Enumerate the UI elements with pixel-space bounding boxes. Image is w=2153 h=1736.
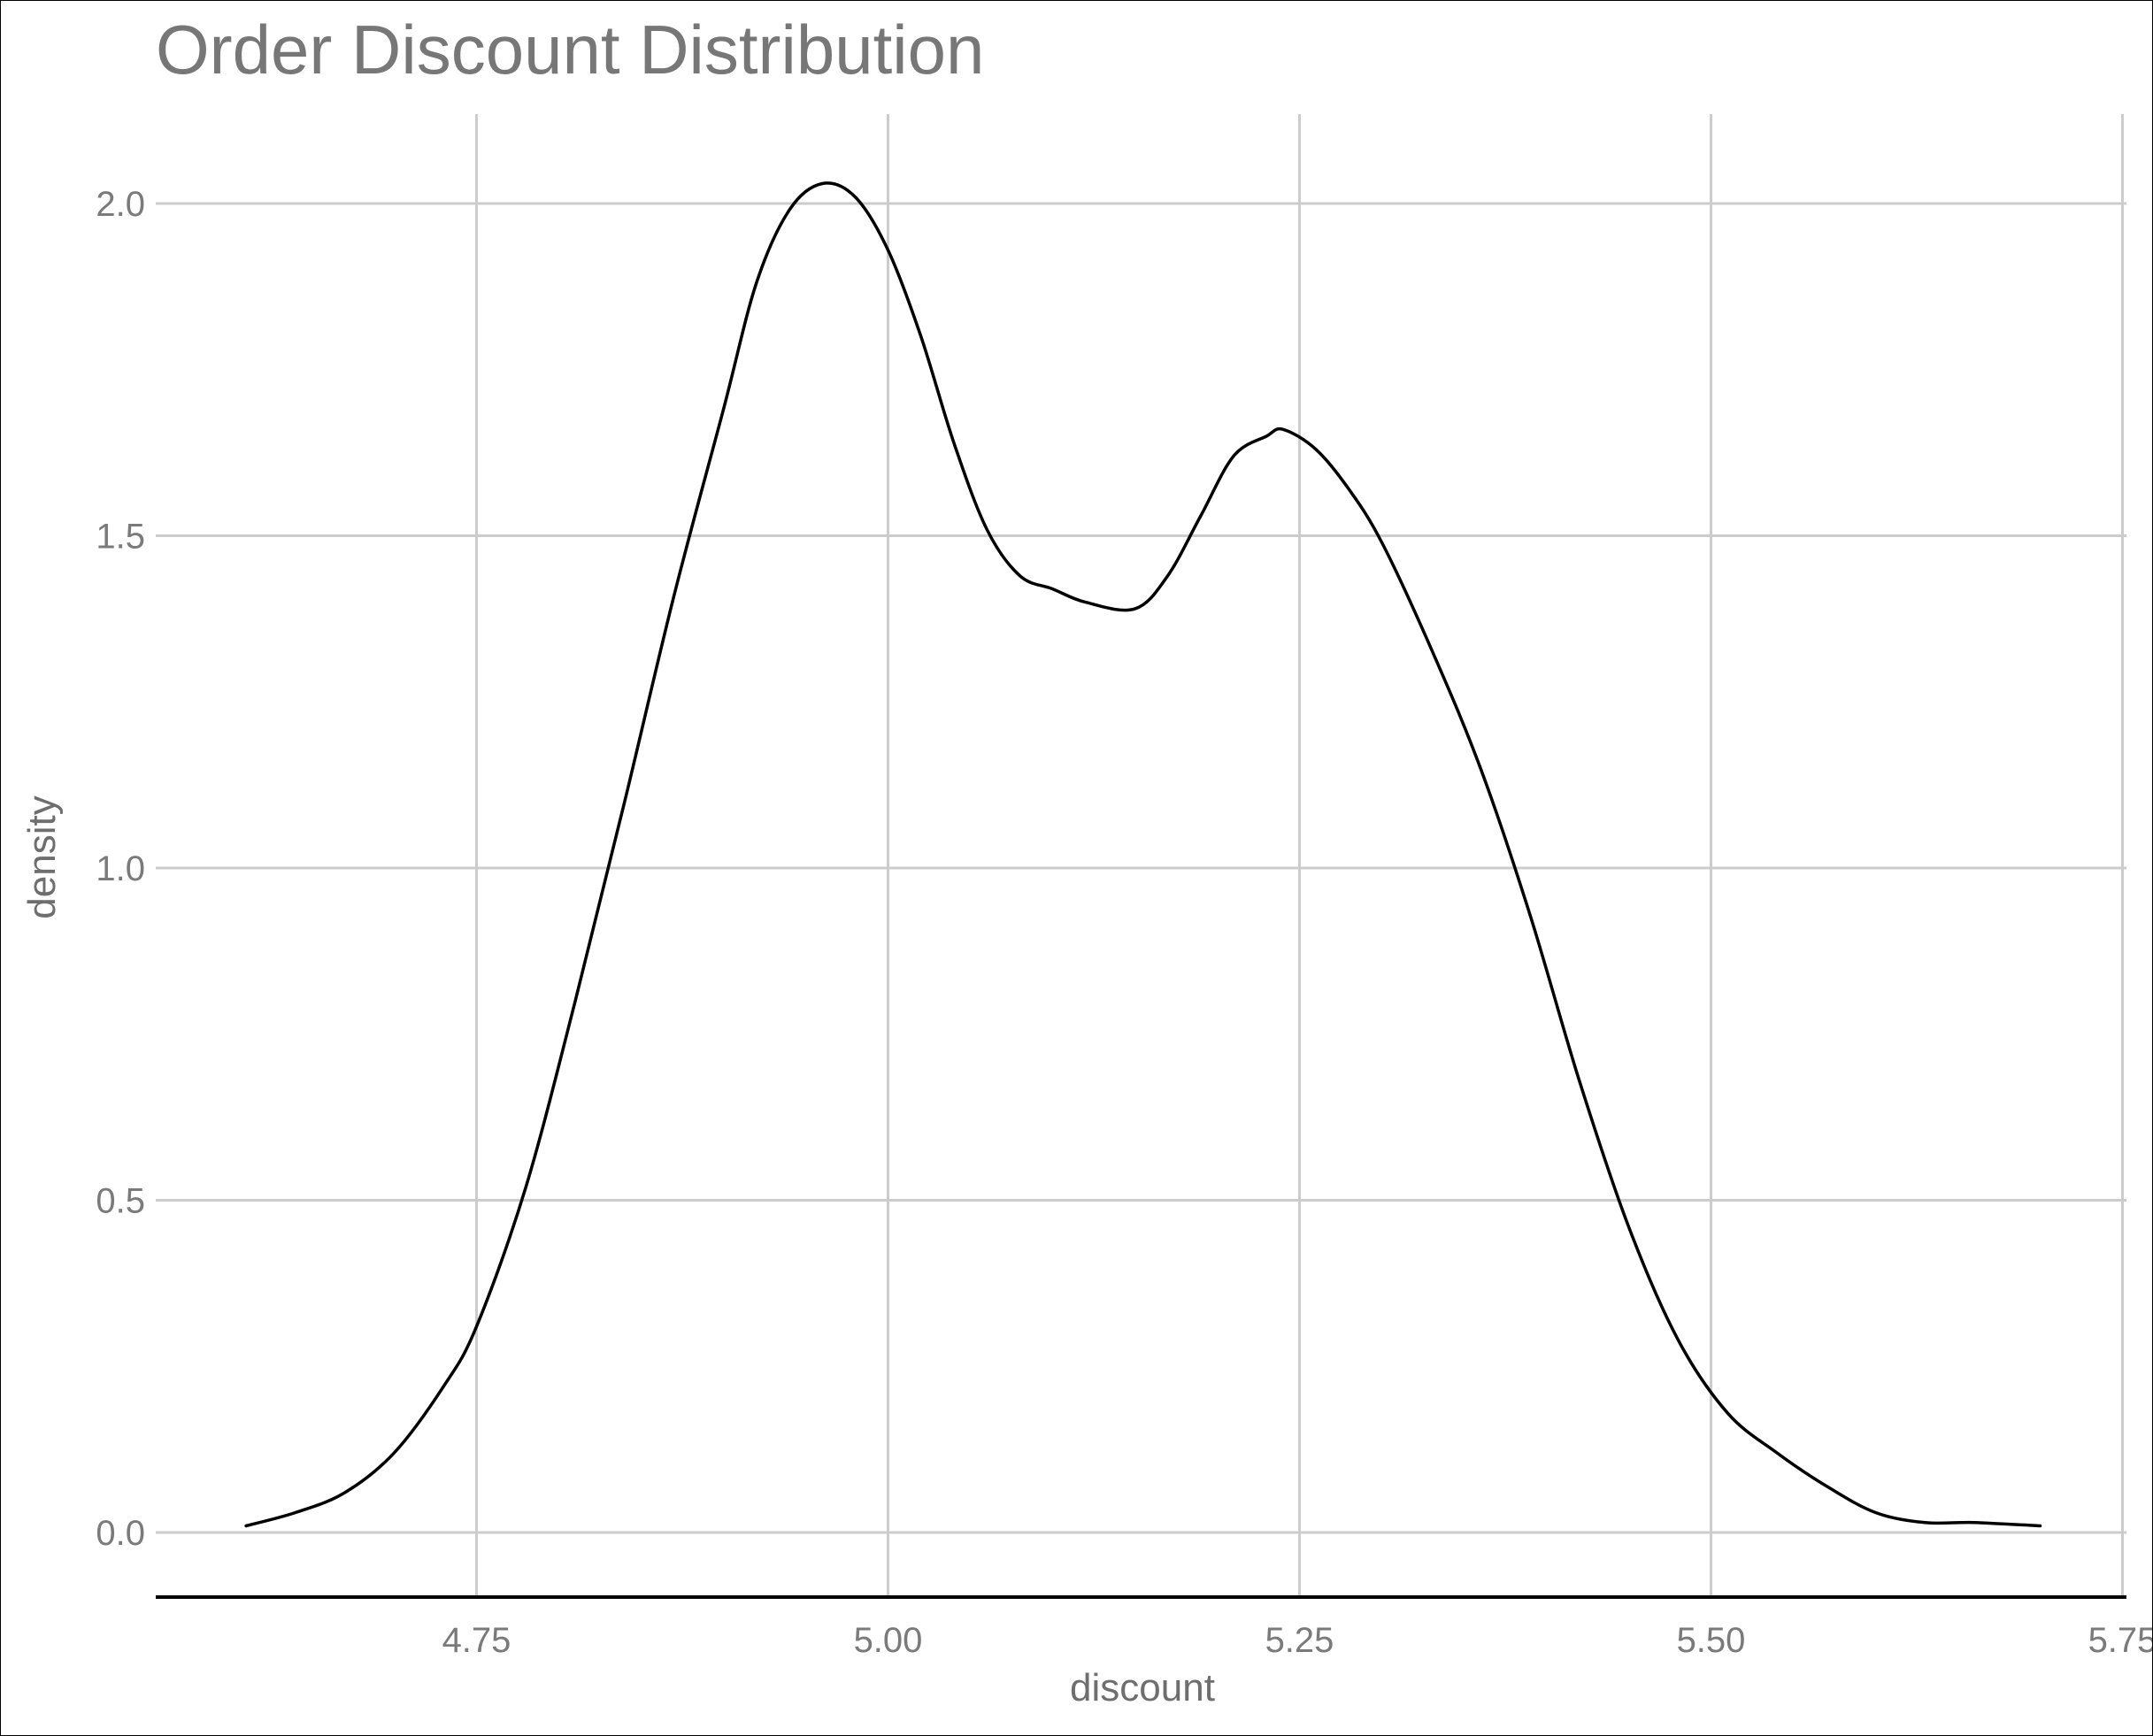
y-tick-labels: 0.0 0.5 1.0 1.5 2.0 <box>96 185 145 1553</box>
x-tick-label: 5.75 <box>2088 1621 2152 1660</box>
grid-y <box>156 202 2126 1534</box>
x-tick-labels: 4.75 5.00 5.25 5.50 5.75 <box>442 1621 2152 1660</box>
grid-x <box>475 114 2124 1597</box>
density-curve <box>244 181 2042 1528</box>
y-tick-label: 0.5 <box>96 1182 145 1221</box>
x-axis-title: discount <box>1070 1666 1215 1709</box>
y-tick-label: 2.0 <box>96 185 145 224</box>
x-tick-label: 4.75 <box>442 1621 511 1660</box>
x-tick-label: 5.50 <box>1677 1621 1746 1660</box>
y-tick-label: 0.0 <box>96 1514 145 1553</box>
x-tick-label: 5.00 <box>854 1621 923 1660</box>
x-tick-label: 5.25 <box>1265 1621 1334 1660</box>
chart-title: Order Discount Distribution <box>156 11 984 88</box>
y-axis-title: density <box>20 795 64 918</box>
y-tick-label: 1.5 <box>96 518 145 557</box>
y-tick-label: 1.0 <box>96 849 145 888</box>
series-layer <box>244 181 2042 1528</box>
